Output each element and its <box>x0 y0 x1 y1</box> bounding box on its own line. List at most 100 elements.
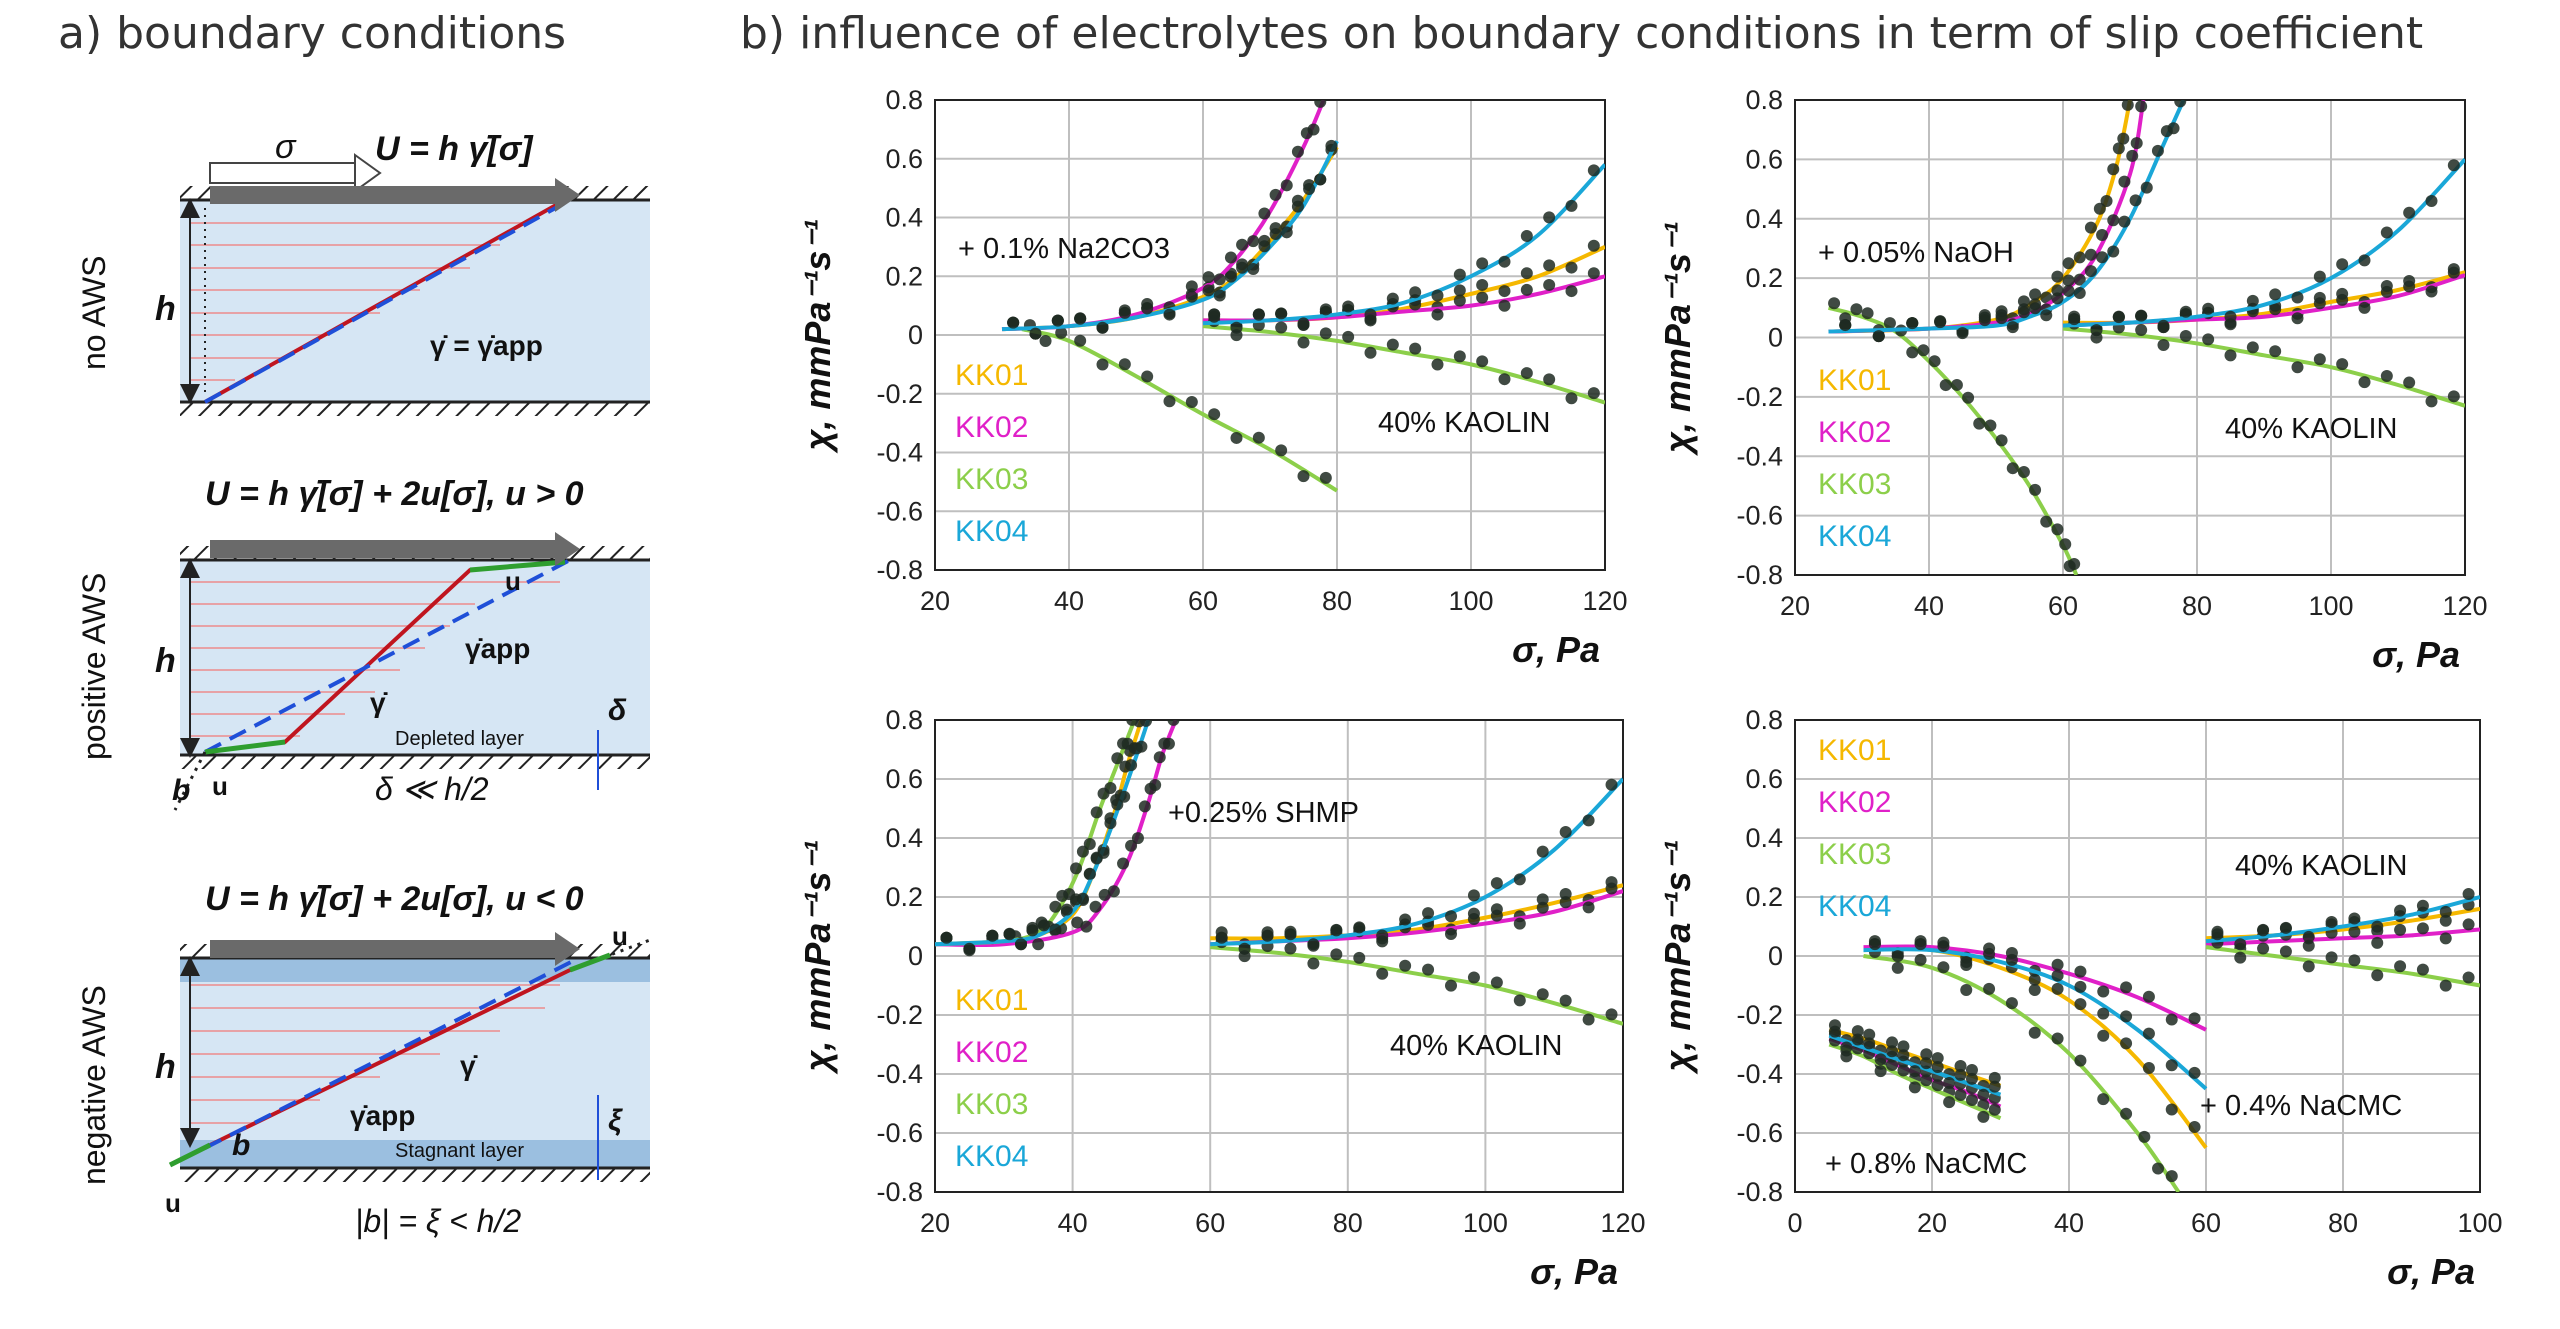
data-point <box>2211 928 2224 941</box>
data-point <box>1139 720 1152 727</box>
data-point <box>1920 1057 1933 1070</box>
legend-kk02: KK02 <box>1818 416 1891 449</box>
data-point <box>1520 229 1533 242</box>
data-point <box>2005 997 2018 1010</box>
data-point <box>2090 324 2103 337</box>
data-point <box>1029 327 1042 340</box>
data-point <box>1083 838 1096 850</box>
data-point <box>2074 1054 2087 1067</box>
y-axis-label: χ, mmPa⁻¹s⁻¹ <box>797 220 838 455</box>
data-point <box>2269 303 2282 316</box>
data-point <box>2165 1059 2178 1072</box>
data-point <box>1897 1040 1910 1053</box>
data-point <box>2129 194 2142 207</box>
data-point <box>1908 1065 1921 1078</box>
data-point <box>963 942 976 955</box>
y-tick-label: -0.2 <box>876 379 923 409</box>
data-point <box>2040 515 2053 528</box>
data-point <box>2313 270 2326 283</box>
data-point <box>2257 924 2270 937</box>
data-point <box>1096 358 1109 371</box>
data-point <box>2425 195 2438 207</box>
data-point <box>2073 251 2086 264</box>
data-point <box>1307 938 1320 951</box>
data-point <box>1275 307 1288 320</box>
data-point <box>1342 330 1355 343</box>
fluid-region <box>180 200 650 402</box>
data-point <box>2029 483 2042 496</box>
h-label-1: h <box>155 290 176 328</box>
data-point <box>1258 240 1271 253</box>
data-point <box>1582 901 1595 914</box>
data-point <box>1297 336 1310 349</box>
data-point <box>1141 370 1154 383</box>
data-point <box>1960 956 1973 968</box>
data-point <box>1498 285 1511 298</box>
data-point <box>2234 938 2247 951</box>
data-point <box>1055 326 1068 339</box>
data-point <box>2051 958 2064 971</box>
data-point <box>1467 889 1480 902</box>
data-point <box>2126 149 2139 162</box>
data-point <box>1080 920 1093 933</box>
data-point <box>2403 280 2416 293</box>
y-tick-label: 0.6 <box>1745 144 1783 174</box>
data-point <box>1269 188 1282 201</box>
data-point <box>1247 263 1260 276</box>
data-point <box>2302 939 2315 952</box>
data-point <box>1015 938 1027 951</box>
data-point <box>1258 207 1271 220</box>
x-tick-label: 120 <box>1582 586 1627 616</box>
data-point <box>1863 1037 1876 1050</box>
data-point <box>1202 284 1215 297</box>
data-point <box>2097 1093 2110 1106</box>
data-point <box>1476 291 1489 304</box>
wall-velocity-arrow <box>210 186 555 204</box>
x-axis-label: σ, Pa <box>2372 634 2460 675</box>
data-point <box>1319 471 1332 484</box>
data-point <box>1445 979 1457 992</box>
data-point <box>1215 931 1228 944</box>
data-point <box>2313 353 2326 366</box>
data-point <box>1314 173 1327 186</box>
data-point <box>1920 1074 1933 1087</box>
y-tick-label: 0.6 <box>1745 764 1783 794</box>
data-point <box>2112 142 2125 155</box>
data-point <box>1536 845 1549 858</box>
x-tick-label: 40 <box>1054 586 1084 616</box>
y-tick-label: -0.2 <box>1736 382 1783 412</box>
x-axis-label: σ, Pa <box>1530 1251 1618 1292</box>
data-point <box>1897 1049 1910 1062</box>
data-point <box>2005 953 2018 966</box>
data-point <box>2040 291 2053 304</box>
data-point <box>1104 817 1117 830</box>
data-point <box>2093 202 2106 215</box>
data-point <box>1965 1072 1978 1085</box>
u-label-top-3: u <box>612 921 628 951</box>
data-point <box>1163 395 1176 408</box>
data-point <box>2358 254 2371 267</box>
data-point <box>1937 940 1950 953</box>
data-point <box>1983 947 1996 960</box>
x-tick-label: 100 <box>2457 1208 2502 1238</box>
data-point <box>1291 200 1304 213</box>
y-tick-label: -0.8 <box>876 555 923 585</box>
data-point <box>1897 1064 1910 1077</box>
data-point <box>1125 759 1138 772</box>
data-point <box>1931 1061 1944 1074</box>
series-line-kk03 <box>2205 945 2480 988</box>
data-point <box>1422 963 1435 976</box>
data-point <box>2135 324 2148 337</box>
data-point <box>1828 1025 1841 1038</box>
data-point <box>2416 899 2429 912</box>
data-point <box>2117 132 2130 145</box>
data-point <box>1376 967 1389 980</box>
x-tick-label: 80 <box>2328 1208 2358 1238</box>
data-point <box>2074 998 2087 1011</box>
legend-kk02: KK02 <box>1818 786 1891 819</box>
legend-kk04: KK04 <box>1818 890 1891 923</box>
data-point <box>1931 1052 1944 1065</box>
data-point <box>1891 961 1904 974</box>
y-tick-label: -0.6 <box>1736 1118 1783 1148</box>
data-point <box>1513 917 1526 930</box>
